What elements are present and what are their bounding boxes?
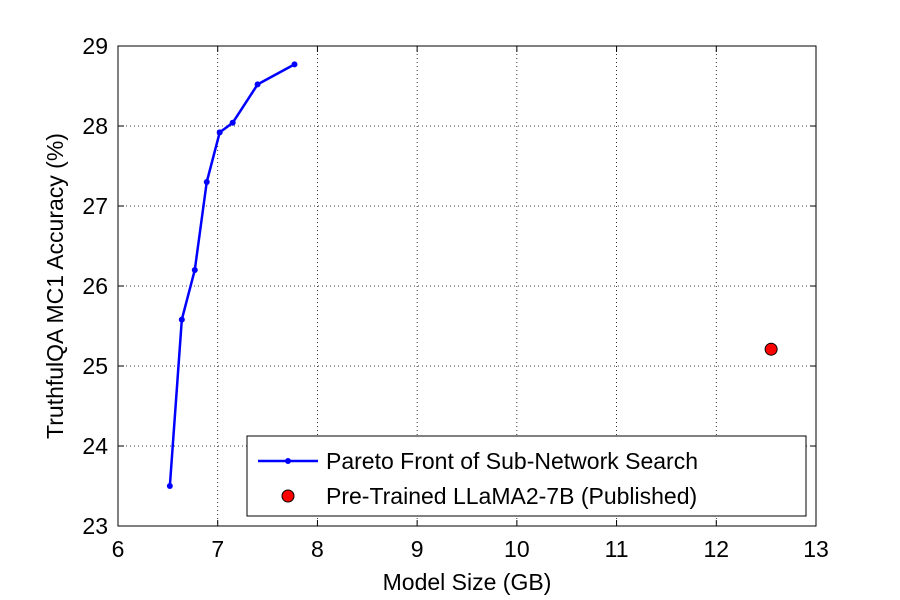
data-point: [254, 81, 261, 88]
data-point: [203, 179, 210, 185]
data-point: [291, 61, 298, 68]
series-line-0: [168, 63, 296, 487]
data-point: [166, 483, 173, 489]
y-tick-label: 23: [82, 513, 108, 539]
x-tick-label: 11: [605, 536, 629, 562]
y-axis-label: TruthfulQA MC1 Accuracy (%): [42, 133, 68, 439]
y-tick-label: 24: [82, 433, 108, 459]
series: [166, 61, 778, 489]
y-tick-label: 28: [82, 113, 108, 139]
legend-label-llama: Pre-Trained LLaMA2-7B (Published): [326, 483, 697, 509]
legend-box: [246, 435, 807, 517]
legend: Pareto Front of Sub-Network Search Pre-T…: [246, 435, 807, 517]
y-tick-label: 25: [82, 353, 108, 379]
legend-label-pareto: Pareto Front of Sub-Network Search: [326, 448, 698, 474]
axis-ticks: [117, 45, 817, 527]
data-point: [178, 316, 185, 323]
x-tick-label: 12: [703, 536, 729, 562]
x-tick-label: 10: [504, 536, 530, 562]
x-tick-label: 7: [211, 536, 224, 562]
data-point: [764, 342, 778, 356]
legend-marker-pareto: [285, 458, 291, 464]
x-tick-label: 6: [112, 536, 125, 562]
data-point: [229, 119, 236, 126]
y-tick-label: 27: [82, 193, 108, 219]
data-point: [216, 129, 223, 136]
x-tick-label: 8: [311, 536, 324, 562]
x-tick-label: 13: [803, 536, 829, 562]
x-axis-label: Model Size (GB): [383, 569, 552, 595]
data-point: [191, 267, 198, 273]
y-tick-labels: 23 24 25 26 27 28 29: [82, 33, 108, 539]
y-tick-label: 26: [82, 273, 108, 299]
x-tick-labels: 6 7 8 9 10 11 12 13: [112, 536, 829, 562]
y-tick-label: 29: [82, 33, 108, 59]
legend-marker-llama: [281, 489, 295, 503]
x-tick-label: 9: [411, 536, 424, 562]
